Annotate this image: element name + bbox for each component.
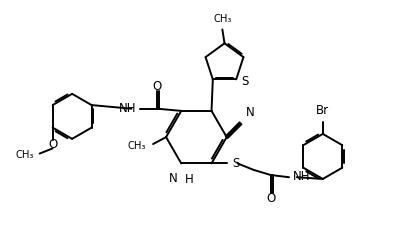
Text: O: O <box>153 80 162 93</box>
Text: NH: NH <box>292 170 310 183</box>
Text: N: N <box>246 106 254 119</box>
Text: NH: NH <box>119 102 137 115</box>
Text: O: O <box>48 138 57 150</box>
Text: N: N <box>169 172 178 185</box>
Text: S: S <box>241 74 249 88</box>
Text: O: O <box>266 192 276 205</box>
Text: CH₃: CH₃ <box>213 14 231 24</box>
Text: CH₃: CH₃ <box>16 150 34 160</box>
Text: S: S <box>232 157 239 170</box>
Text: CH₃: CH₃ <box>128 141 146 151</box>
Text: H: H <box>185 173 193 186</box>
Text: Br: Br <box>316 104 329 117</box>
